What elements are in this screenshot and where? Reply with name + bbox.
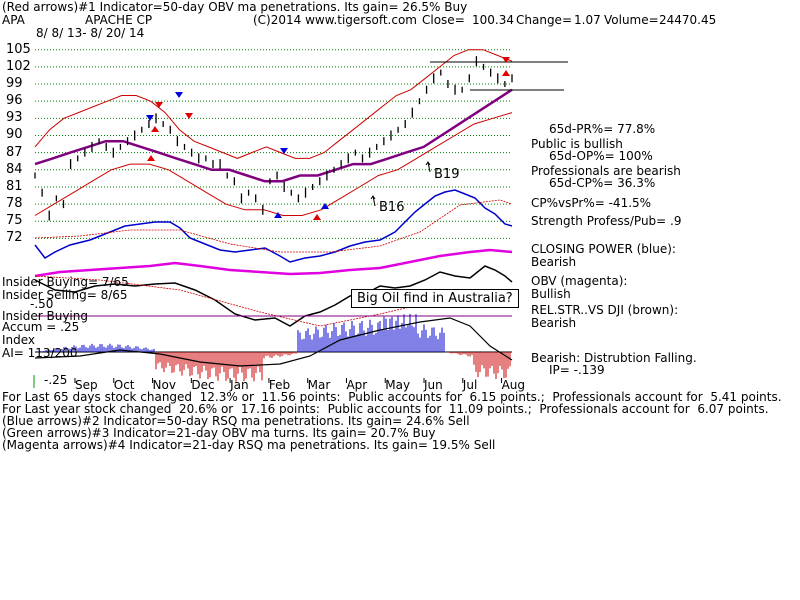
relstr-label: REL.STR..VS DJI (brown):: [531, 303, 679, 317]
b19-arrow-icon: [425, 161, 431, 173]
change-value: 1.07: [574, 13, 601, 27]
indicator-1-line: (Red arrows)#1 Indicator=50-day OBV ma p…: [2, 0, 468, 14]
strength-stat: Strength Profess/Pub= .9: [531, 214, 682, 228]
moving-average-line: [34, 88, 513, 183]
accum-label: Accum = .25: [2, 320, 80, 334]
index-label: Index: [2, 333, 36, 347]
ip-stat: IP= -.139: [549, 363, 605, 377]
x-tick-label: Nov: [152, 378, 176, 392]
change-label: Change=: [516, 13, 572, 27]
red-buy-arrow-icon: [147, 155, 155, 161]
upper-band-line: [34, 49, 513, 159]
x-tick-label: Apr: [346, 378, 368, 392]
accum-ma-line: [34, 317, 513, 367]
op-stat: 65d-OP%= 100%: [549, 149, 653, 163]
b19-label: B19: [434, 167, 460, 182]
y-tick-label: 90: [6, 127, 23, 143]
x-tick-label: Mar: [307, 378, 331, 392]
y-tick-label: 105: [6, 41, 31, 57]
x-tick-label: Jan: [230, 378, 249, 392]
b16-arrow-icon: [370, 195, 376, 207]
red-buy-arrow-icon: [313, 214, 321, 220]
close-value: 100.34: [472, 13, 514, 27]
obv-label: OBV (magenta):: [531, 274, 628, 288]
blue-buy-arrow-icon: [274, 212, 282, 218]
signal-arrows: [146, 57, 510, 220]
y-tick-label: 75: [6, 213, 23, 229]
closing-power-ma-line: [34, 199, 513, 253]
relstr-state: Bearish: [531, 316, 577, 330]
red-sell-arrow-icon: [185, 113, 193, 119]
y-tick-label: 99: [6, 76, 23, 92]
red-sell-arrow-icon: [502, 57, 510, 63]
footer-line-3: (Blue arrows)#2 Indicator=50-day RSQ ma …: [2, 414, 470, 428]
footer-line-2: For Last year stock changed 20.6% or 17.…: [2, 402, 769, 416]
blue-sell-arrow-icon: [146, 115, 154, 121]
obv-line: [34, 248, 513, 278]
closing-power-state: Bearish: [531, 255, 577, 269]
neg25-label: -.25: [44, 373, 68, 387]
y-tick-label: 84: [6, 161, 23, 177]
x-tick-label: May: [385, 378, 411, 392]
red-buy-arrow-icon: [151, 126, 159, 132]
y-tick-label: 93: [6, 110, 23, 126]
professionals-stat: Professionals are bearish: [531, 164, 681, 178]
y-tick-label: 81: [6, 178, 23, 194]
x-tick-label: Dec: [191, 378, 215, 392]
obv-state: Bullish: [531, 287, 571, 301]
x-tick-label: Sep: [75, 378, 98, 392]
close-label: Close=: [422, 13, 465, 27]
insider-buying-label: Insider Buying= 7/65: [2, 275, 129, 289]
accum-state: Bearish: Distrubtion Falling.: [531, 351, 697, 365]
insider-selling-label: Insider Selling= 8/65: [2, 288, 128, 302]
accumulation-histogram: [37, 314, 511, 382]
price-bars: [34, 56, 513, 221]
volume-value: 24470.45: [659, 13, 717, 27]
company-name: APACHE CP: [85, 13, 153, 27]
y-tick-label: 78: [6, 196, 23, 212]
red-sell-arrow-icon: [155, 102, 163, 108]
cpvspr-stat: CP%vsPr%= -41.5%: [531, 196, 652, 210]
blue-sell-arrow-icon: [175, 92, 183, 98]
ai-label: AI= 113/200: [2, 346, 78, 360]
ticker-symbol: APA: [2, 13, 25, 27]
pr-stat: 65d-PR%= 77.8%: [549, 122, 656, 136]
blue-buy-arrow-icon: [321, 203, 329, 209]
insider-buying-label-2: Insider Buying: [2, 309, 88, 323]
y-tick-label: 72: [6, 230, 23, 246]
x-tick-label: Oct: [113, 378, 135, 392]
y-tick-label: 87: [6, 144, 23, 160]
cp-stat: 65d-CP%= 36.3%: [549, 176, 656, 190]
b16-label: B16: [379, 200, 405, 215]
date-range: 8/ 8/ 13- 8/ 20/ 14: [36, 26, 145, 40]
x-tick-label: Feb: [268, 378, 291, 392]
y-tick-label: 96: [6, 93, 23, 109]
x-tick-label: Jul: [462, 378, 478, 392]
volume-label: Volume=: [604, 13, 659, 27]
copyright: (C)2014 www.tigersoft.com: [253, 13, 417, 27]
x-axis-ticks: [74, 378, 503, 383]
lower-band-line: [34, 112, 513, 216]
relative-strength-line: [34, 265, 513, 327]
news-callout: Big Oil find in Australia?: [351, 289, 519, 308]
footer-line-5: (Magenta arrows)#4 Indicator=21-day RSQ …: [2, 438, 496, 452]
red-buy-arrow-icon: [502, 70, 510, 76]
closing-power-line: [34, 189, 513, 263]
blue-sell-arrow-icon: [280, 148, 288, 154]
footer-line-4: (Green arrows)#3 Indicator=21-day OBV ma…: [2, 426, 436, 440]
public-stat: Public is bullish: [531, 137, 623, 151]
footer-line-1: For Last 65 days stock changed 12.3% or …: [2, 390, 782, 404]
neg50-label: -.50: [30, 297, 54, 311]
x-tick-label: Jun: [424, 378, 443, 392]
closing-power-label: CLOSING POWER (blue):: [531, 242, 676, 256]
y-tick-label: 102: [6, 58, 31, 74]
x-tick-label: Aug: [501, 378, 526, 392]
